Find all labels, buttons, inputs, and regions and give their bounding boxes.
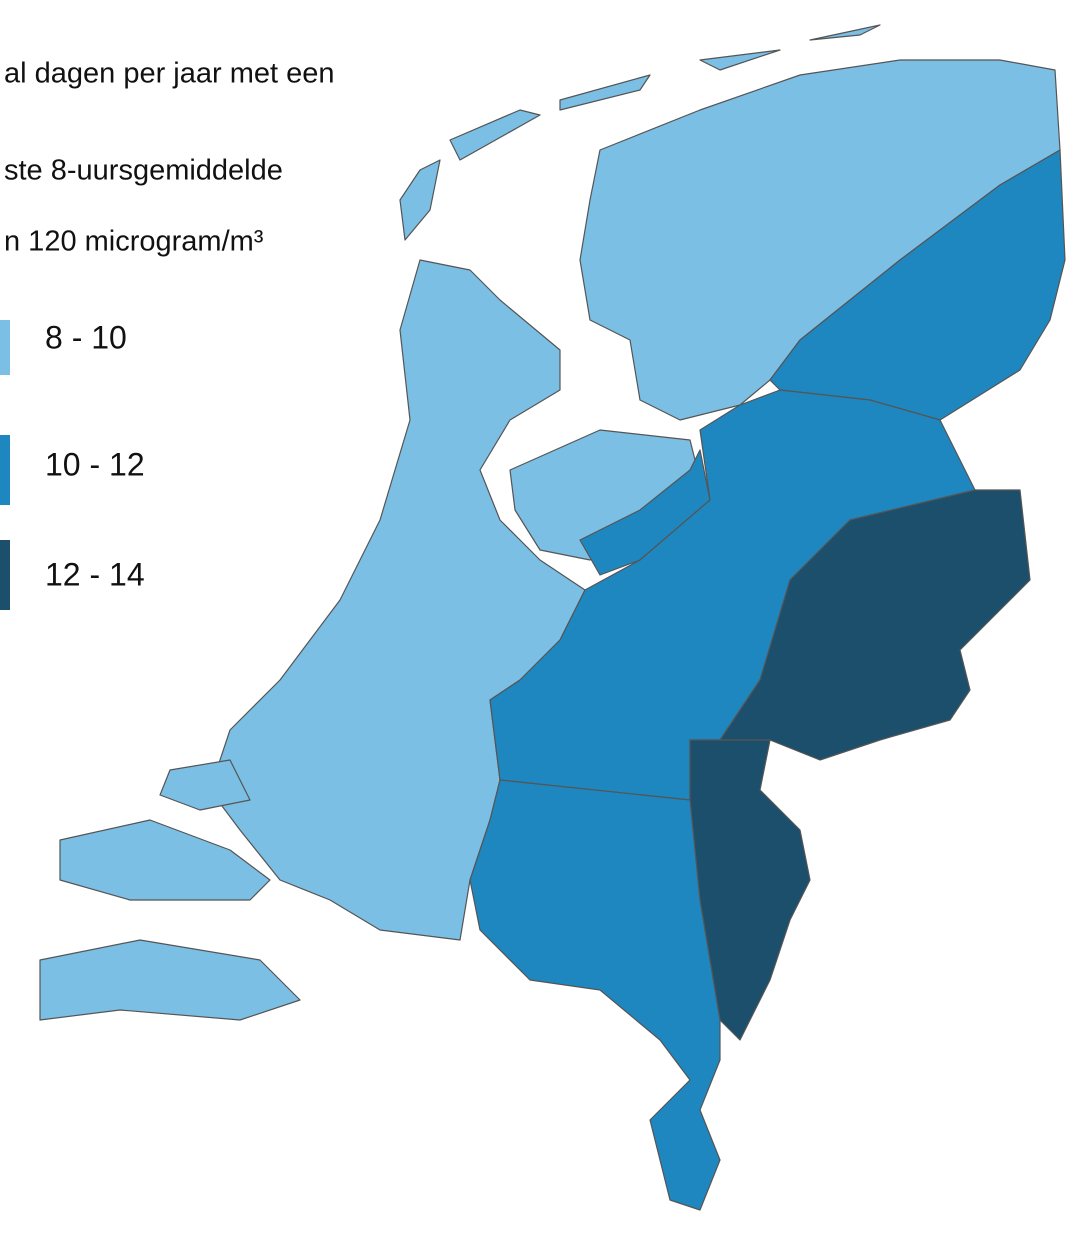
region bbox=[159, 759, 251, 811]
legend-label: 10 - 12 bbox=[45, 446, 145, 482]
region bbox=[469, 779, 721, 1211]
title-line: ste 8-uursgemiddelde bbox=[4, 155, 283, 187]
region bbox=[399, 159, 441, 241]
region bbox=[559, 74, 651, 111]
region bbox=[699, 49, 781, 71]
title-line: al dagen per jaar met een bbox=[4, 58, 335, 90]
region bbox=[809, 24, 881, 41]
region bbox=[769, 149, 1066, 421]
legend-swatch bbox=[0, 435, 10, 505]
legend-swatch bbox=[0, 320, 10, 375]
region bbox=[719, 489, 1031, 761]
map bbox=[39, 24, 1066, 1211]
legend-label: 8 - 10 bbox=[45, 319, 127, 355]
legend-label: 12 - 14 bbox=[45, 556, 145, 592]
legend-swatch bbox=[0, 540, 10, 610]
region bbox=[59, 819, 271, 901]
region bbox=[449, 109, 541, 161]
region bbox=[39, 939, 301, 1021]
title-line: n 120 microgram/m³ bbox=[4, 226, 264, 258]
